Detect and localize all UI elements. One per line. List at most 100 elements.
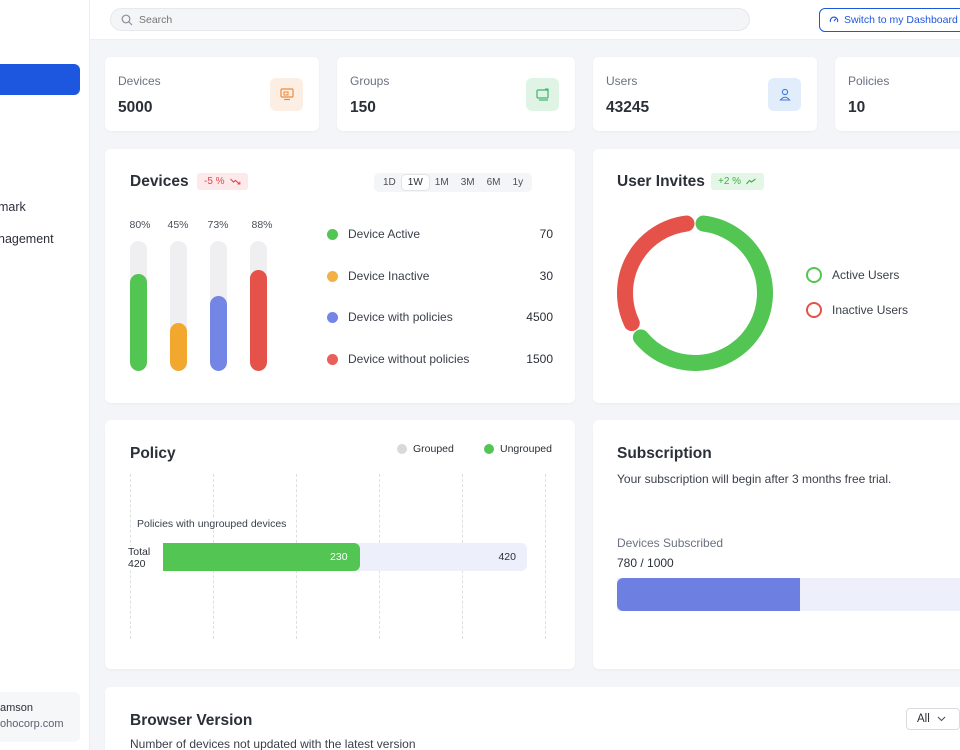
user-invites-donut (617, 215, 773, 371)
chevron-down-icon (937, 716, 946, 722)
range-option[interactable]: 1M (434, 177, 449, 188)
trend-value: +2 % (718, 176, 742, 187)
donut-arc-active (632, 215, 773, 371)
sidebar-item-management[interactable]: nagement (0, 232, 54, 246)
user-email: ohocorp.com (0, 718, 64, 730)
trend-down-icon (229, 178, 240, 185)
legend-device-inactive: Device Inactive 30 (327, 268, 553, 284)
top-bar: Switch to my Dashboard (90, 0, 960, 40)
legend-ring (806, 267, 822, 283)
legend-name: Active Users (832, 268, 900, 282)
policy-bar-track: 230 420 (163, 543, 527, 571)
user-invites-card: User Invites +2 % (593, 149, 960, 403)
bar-percent-label: 73% (207, 219, 229, 231)
policy-bar-total: 420 (498, 551, 516, 563)
sidebar-user-card[interactable]: amson ohocorp.com (0, 692, 80, 742)
switch-dashboard-label: Switch to my Dashboard (844, 14, 958, 26)
stat-value: 150 (350, 99, 376, 116)
legend-name: Device without policies (348, 352, 470, 366)
range-option[interactable]: 1D (383, 177, 396, 188)
range-option[interactable]: 3M (460, 177, 475, 188)
legend-inactive-users: Inactive Users (806, 302, 908, 318)
search-icon (121, 14, 133, 25)
legend-name: Inactive Users (832, 303, 909, 317)
range-option[interactable]: 6M (486, 177, 501, 188)
device-bar-track (210, 241, 227, 371)
legend-name: Device Inactive (348, 269, 430, 283)
legend-dot (484, 444, 494, 454)
legend-grouped: Grouped (397, 443, 454, 455)
trend-up-icon (746, 178, 756, 185)
sidebar-item-benchmark[interactable]: mark (0, 200, 26, 214)
device-bar-track (170, 241, 187, 371)
stat-card-policies[interactable]: Policies 10 (835, 57, 960, 131)
trend-value: -5 % (204, 176, 225, 187)
stat-label: Devices (118, 74, 161, 88)
device-icon (270, 78, 303, 111)
stat-card-devices[interactable]: Devices 5000 (105, 57, 319, 131)
policy-total-label: Total 420 (128, 546, 151, 570)
dashboard-gauge-icon (829, 16, 839, 23)
legend-value: 70 (539, 227, 553, 241)
sidebar-active-item[interactable] (0, 64, 80, 95)
subscription-note: Your subscription will begin after 3 mon… (617, 472, 892, 486)
legend-dot (327, 228, 338, 240)
device-bar-fill (250, 269, 267, 371)
stat-label: Groups (350, 74, 390, 88)
legend-dot (327, 353, 338, 365)
device-bar-track (130, 241, 147, 371)
browser-version-title: Browser Version (130, 712, 253, 729)
devices-trend-badge: -5 % (197, 173, 248, 190)
legend-dot (327, 311, 338, 323)
donut-arc-inactive (617, 215, 695, 332)
legend-dot (327, 270, 338, 282)
range-option-selected[interactable]: 1W (401, 175, 429, 190)
legend-name: Device with policies (348, 310, 453, 324)
filter-value: All (917, 713, 930, 725)
policy-title: Policy (130, 445, 176, 462)
search-box[interactable] (110, 8, 750, 31)
device-bar-track (250, 241, 267, 371)
devices-subscribed-label: Devices Subscribed (617, 536, 724, 550)
devices-subscribed-count: 780 / 1000 (617, 556, 674, 570)
time-range-selector: 1D 1W 1M 3M 6M 1y (374, 173, 533, 192)
legend-active-users: Active Users (806, 267, 899, 283)
stat-card-users[interactable]: Users 43245 (593, 57, 817, 131)
legend-device-active: Device Active 70 (327, 226, 553, 242)
stat-value: 10 (848, 99, 866, 116)
legend-dot (397, 444, 407, 454)
subscription-progress-track (617, 578, 960, 611)
legend-name: Grouped (413, 443, 454, 455)
device-bar-fill (170, 322, 187, 371)
total-text: Total (128, 546, 151, 558)
stat-label: Users (606, 74, 638, 88)
stat-card-groups[interactable]: Groups 150 (337, 57, 575, 131)
subscription-title: Subscription (617, 445, 712, 462)
legend-value: 1500 (526, 352, 553, 366)
legend-value: 4500 (526, 310, 553, 324)
browser-filter-select[interactable]: All (906, 708, 960, 730)
policy-bar-ungrouped: 230 (163, 543, 360, 571)
legend-ring (806, 302, 822, 318)
range-option[interactable]: 1y (512, 177, 524, 188)
total-value: 420 (128, 558, 146, 570)
ungrouped-value: 230 (330, 551, 348, 563)
user-icon (768, 78, 801, 111)
switch-dashboard-button[interactable]: Switch to my Dashboard (819, 8, 960, 32)
legend-device-without-policies: Device without policies 1500 (327, 351, 553, 367)
legend-value: 30 (539, 269, 553, 283)
device-bar-fill (130, 273, 147, 371)
search-input[interactable] (139, 13, 699, 26)
group-icon (526, 78, 559, 111)
browser-version-card: Browser Version Number of devices not up… (105, 687, 960, 750)
legend-ungrouped: Ungrouped (484, 443, 552, 455)
grid-line (545, 474, 546, 639)
subscription-card: Subscription (593, 420, 960, 669)
legend-device-with-policies: Device with policies 4500 (327, 309, 553, 325)
user-invites-trend-badge: +2 % (711, 173, 765, 190)
browser-version-subtitle: Number of devices not updated with the l… (130, 737, 416, 750)
bar-percent-label: 88% (251, 219, 273, 231)
bar-percent-label: 45% (167, 219, 189, 231)
bar-percent-label: 80% (129, 219, 151, 231)
stat-label: Policies (848, 74, 890, 88)
